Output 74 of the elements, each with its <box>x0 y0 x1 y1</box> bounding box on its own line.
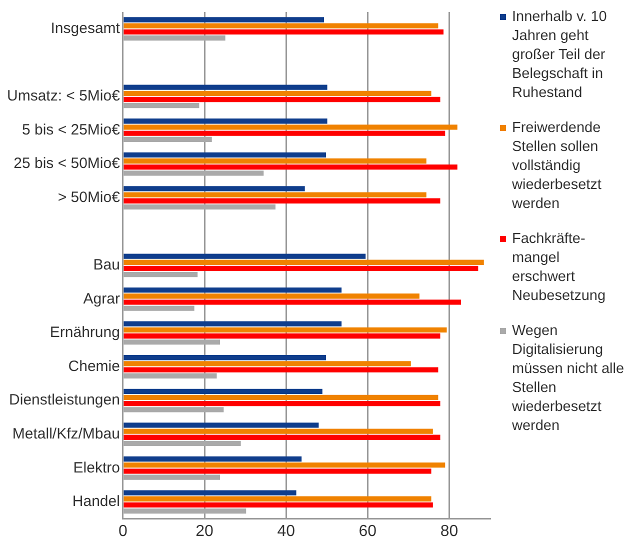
bar <box>124 35 226 41</box>
bar <box>124 272 198 278</box>
bar <box>124 84 328 90</box>
bar <box>124 340 220 345</box>
bar <box>124 401 440 406</box>
bar <box>124 388 322 394</box>
bar <box>124 29 444 35</box>
x-tick-label: 40 <box>277 522 296 540</box>
legend-label: Wegen Digitalisierung müssen nicht alle Stellen wiederbesetzt werden <box>512 322 625 436</box>
bar <box>124 96 440 102</box>
x-tick-label: 60 <box>358 522 377 540</box>
bar <box>124 186 305 192</box>
bar <box>124 333 440 339</box>
bar <box>124 422 319 428</box>
bar <box>124 456 302 462</box>
y-tick-label: 5 bis < 25Mio€ <box>22 121 121 138</box>
y-tick-label: Ernährung <box>50 324 120 342</box>
bar <box>124 462 446 468</box>
bar <box>124 474 220 480</box>
bar <box>124 136 212 142</box>
bar <box>124 266 478 272</box>
y-tick-label: Chemie <box>68 358 120 375</box>
y-tick-label: Bau <box>93 256 120 274</box>
legend-label: Innerhalb v. 10 Jahren geht großer Teil der Belegschaft in Ruhestand <box>512 8 608 103</box>
bar <box>124 361 411 366</box>
bar <box>124 300 462 305</box>
bar <box>124 198 440 204</box>
bar <box>124 407 224 412</box>
bar <box>124 170 264 176</box>
bar <box>124 468 432 474</box>
bar <box>124 130 446 136</box>
bar <box>124 103 200 108</box>
bar <box>124 254 366 259</box>
bar <box>124 373 217 378</box>
bar <box>124 23 438 28</box>
bar <box>124 152 326 158</box>
bar <box>124 327 447 333</box>
bar <box>124 496 432 502</box>
bar <box>124 428 433 434</box>
bar <box>124 394 438 400</box>
bar <box>124 440 241 446</box>
bar <box>124 192 426 198</box>
bar <box>124 17 324 22</box>
y-tick-label: Handel <box>72 493 120 510</box>
bar <box>124 158 426 164</box>
bar <box>124 124 458 130</box>
y-tick-label: Elektro <box>73 459 120 476</box>
bar <box>124 490 296 496</box>
bar <box>124 355 326 360</box>
legend-label: Fachkräfte-mangel erschwert Neubesetzung <box>512 230 607 306</box>
x-tick-label: 0 <box>118 522 128 540</box>
bar <box>124 306 194 311</box>
x-tick-label: 80 <box>440 522 458 540</box>
y-tick-label: Dienstleistungen <box>9 392 120 409</box>
bar <box>124 118 328 124</box>
bar <box>124 294 420 299</box>
bar <box>124 502 433 508</box>
bar <box>124 260 484 265</box>
y-tick-label: 25 bis < 50Mio€ <box>14 155 121 172</box>
x-tick-label: 20 <box>196 522 214 540</box>
y-tick-label: Insgesamt <box>50 20 121 38</box>
bar <box>124 508 246 514</box>
bar <box>124 321 342 326</box>
bar <box>124 434 440 440</box>
y-tick-label: Metall/Kfz/Mbau <box>12 425 120 442</box>
bar <box>124 287 342 293</box>
bar <box>124 90 432 96</box>
legend-label: Freiwerdende Stellen sollen vollständig wiederbesetzt werden <box>512 119 602 214</box>
bar <box>124 164 458 170</box>
bar <box>124 367 438 372</box>
bar <box>124 204 276 210</box>
y-tick-label: Umsatz: < 5Mio€ <box>6 88 121 105</box>
y-tick-label: > 50Mio€ <box>58 188 121 206</box>
y-tick-label: Agrar <box>83 290 120 308</box>
